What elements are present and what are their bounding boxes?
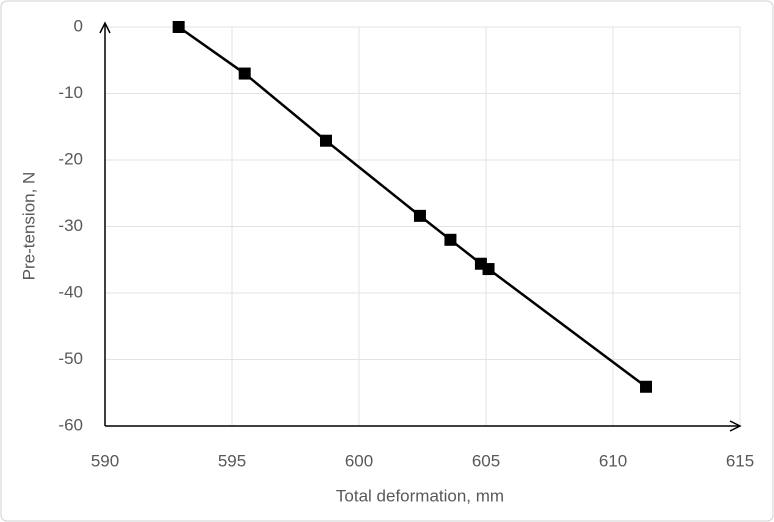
y-axis-title: Pre-tension, N xyxy=(19,172,38,281)
x-tick-label: 590 xyxy=(91,451,119,470)
y-tick-label: 0 xyxy=(74,16,83,35)
x-tick-label: 605 xyxy=(472,451,500,470)
data-marker xyxy=(482,263,495,276)
x-tick-label: 610 xyxy=(599,451,627,470)
data-marker xyxy=(319,134,332,147)
y-tick-label: -20 xyxy=(58,149,83,168)
y-tick-label: -40 xyxy=(58,282,83,301)
x-tick-label: 595 xyxy=(218,451,246,470)
x-tick-label: 615 xyxy=(726,451,754,470)
y-tick-label: -30 xyxy=(58,216,83,235)
y-tick-label: -60 xyxy=(58,415,83,434)
y-tick-label: -10 xyxy=(58,83,83,102)
data-marker xyxy=(640,380,653,393)
x-axis-arrow xyxy=(729,420,742,432)
data-marker xyxy=(172,21,185,33)
data-marker xyxy=(444,233,457,246)
data-marker xyxy=(413,209,426,222)
data-marker xyxy=(238,67,251,80)
y-tick-label: -50 xyxy=(58,349,83,368)
x-axis-title: Total deformation, mm xyxy=(336,486,504,505)
x-tick-label: 600 xyxy=(345,451,373,470)
y-axis-arrow xyxy=(99,21,111,34)
